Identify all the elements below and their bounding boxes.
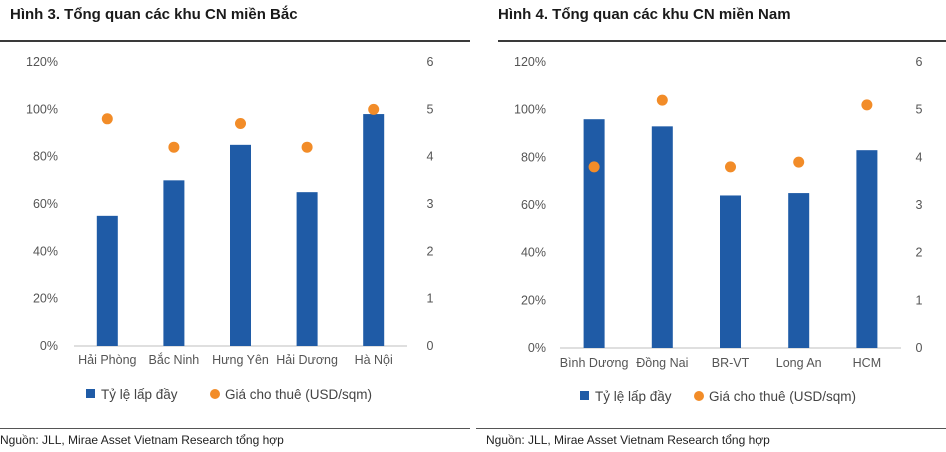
source-note: Nguồn: JLL, Mirae Asset Vietnam Research… — [486, 433, 770, 447]
bar-occupancy — [296, 192, 318, 346]
chart-north: 0% 20% 40% 60% 80% 100% 120% 0 1 2 3 4 5 6 Hải Phòng Bắ… — [26, 55, 434, 402]
right-axis-tick-label: 2 — [427, 244, 434, 258]
category-label: Long An — [776, 356, 822, 370]
bar-occupancy — [163, 180, 185, 346]
right-axis-tick-label: 3 — [427, 197, 434, 211]
left-axis-tick-label: 80% — [33, 150, 58, 164]
legend-label-rent: Giá cho thuê (USD/sqm) — [225, 387, 372, 402]
category-label: Hải Phòng — [78, 353, 136, 367]
right-axis-tick-label: 6 — [427, 55, 434, 69]
left-axis-tick-label: 0% — [40, 339, 58, 353]
category-label: Đồng Nai — [636, 356, 688, 370]
right-axis-tick-label: 3 — [916, 198, 923, 212]
source-divider — [0, 428, 470, 429]
legend-dot-swatch — [210, 389, 220, 399]
right-axis-tick-label: 0 — [427, 339, 434, 353]
category-label: HCM — [853, 356, 881, 370]
left-axis-tick-label: 40% — [33, 244, 58, 258]
right-axis-tick-label: 2 — [916, 246, 923, 260]
category-label: Hưng Yên — [212, 353, 269, 367]
category-label: Hà Nội — [355, 353, 393, 367]
chart-panel-south: Hình 4. Tổng quan các khu CN miền Nam 0%… — [476, 0, 946, 452]
point-rent-price — [101, 113, 113, 125]
chart-title: Hình 3. Tổng quan các khu CN miền Bắc — [10, 6, 298, 23]
point-rent-price — [168, 141, 180, 153]
chart-panel-north: Hình 3. Tổng quan các khu CN miền Bắc 0%… — [0, 0, 470, 452]
left-axis-tick-label: 100% — [514, 103, 546, 117]
point-rent-price — [588, 161, 600, 173]
legend-label-occupancy: Tỷ lệ lấp đầy — [101, 387, 178, 402]
left-axis-tick-label: 80% — [521, 150, 546, 164]
right-axis-tick-label: 1 — [427, 292, 434, 306]
right-axis-tick-label: 5 — [916, 103, 923, 117]
legend-dot-swatch — [694, 391, 704, 401]
right-axis-tick-label: 4 — [427, 150, 434, 164]
point-rent-price — [368, 103, 380, 115]
left-axis-tick-label: 120% — [26, 55, 58, 69]
category-label: Bắc Ninh — [149, 352, 200, 367]
bar-occupancy — [856, 150, 878, 348]
left-axis-tick-label: 0% — [528, 341, 546, 355]
right-axis-tick-label: 1 — [916, 293, 923, 307]
left-axis-tick-label: 120% — [514, 55, 546, 69]
title-divider — [498, 40, 946, 42]
left-axis-tick-label: 20% — [33, 292, 58, 306]
category-label: BR-VT — [712, 356, 750, 370]
right-axis-tick-label: 5 — [427, 102, 434, 116]
left-axis-tick-label: 60% — [33, 197, 58, 211]
bar-occupancy — [96, 215, 118, 346]
left-axis-tick-label: 60% — [521, 198, 546, 212]
right-axis-tick-label: 0 — [916, 341, 923, 355]
bar-occupancy — [788, 193, 810, 348]
legend-bar-swatch — [86, 389, 95, 398]
left-axis-tick-label: 40% — [521, 246, 546, 260]
point-rent-price — [725, 161, 736, 173]
left-axis-tick-label: 100% — [26, 102, 58, 116]
category-label: Hải Dương — [276, 353, 338, 367]
left-axis-tick-label: 20% — [521, 293, 546, 307]
bar-occupancy — [230, 144, 251, 346]
bar-occupancy — [583, 119, 605, 348]
point-rent-price — [656, 94, 668, 106]
legend-label-occupancy: Tỷ lệ lấp đầy — [595, 389, 672, 404]
source-divider — [476, 428, 946, 429]
point-rent-price — [235, 118, 246, 130]
chart-south: 0% 20% 40% 60% 80% 100% 120% 0 1 2 3 4 5 6 Bình Dương Đ… — [514, 55, 923, 404]
bar-occupancy — [720, 195, 741, 348]
title-divider — [0, 40, 470, 42]
legend-bar-swatch — [580, 391, 589, 400]
category-label: Bình Dương — [560, 356, 629, 370]
point-rent-price — [861, 99, 873, 111]
point-rent-price — [301, 141, 313, 153]
chart-title: Hình 4. Tổng quan các khu CN miền Nam — [498, 6, 791, 23]
legend-label-rent: Giá cho thuê (USD/sqm) — [709, 389, 856, 404]
right-axis-tick-label: 6 — [916, 55, 923, 69]
bar-occupancy — [363, 114, 385, 346]
right-axis-tick-label: 4 — [916, 150, 923, 164]
point-rent-price — [793, 156, 805, 168]
source-note: Nguồn: JLL, Mirae Asset Vietnam Research… — [0, 433, 284, 447]
bar-occupancy — [651, 126, 673, 348]
